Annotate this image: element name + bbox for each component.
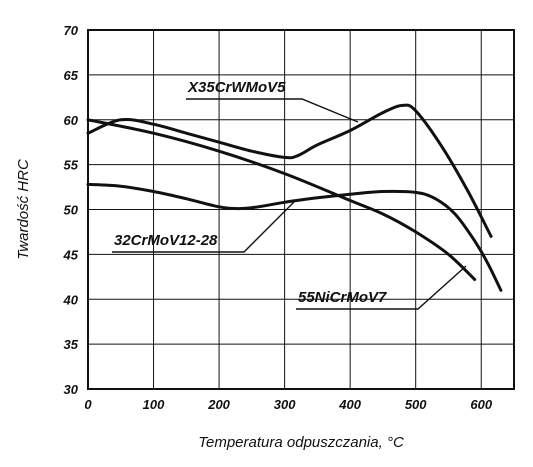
grid bbox=[88, 30, 514, 389]
y-tick-label: 45 bbox=[63, 247, 79, 262]
series-line-32crmov12-28 bbox=[86, 182, 503, 292]
series-line-55nicrmov7 bbox=[86, 118, 477, 281]
leader-line-32crmov12-28 bbox=[112, 199, 297, 253]
series-labels: X35CrWMoV5 55NiCrMoV7 32CrMoV12-28 bbox=[114, 79, 387, 306]
series-label-32crmov12-28: 32CrMoV12-28 bbox=[114, 232, 218, 249]
series-line-x35crwmov5 bbox=[86, 103, 493, 238]
plot-frame bbox=[87, 29, 515, 390]
leader-line-x35crwmov5 bbox=[186, 98, 359, 123]
y-tick-label: 70 bbox=[64, 23, 79, 38]
y-tick-label: 65 bbox=[64, 68, 79, 83]
x-tick-label: 0 bbox=[84, 397, 92, 412]
x-tick-label: 100 bbox=[143, 397, 165, 412]
y-axis-title: Twardość HRC bbox=[15, 159, 32, 260]
tick-labels: 0 100 200 300 400 500 600 30 35 40 45 50 55 60 65 70 bbox=[63, 23, 493, 412]
x-tick-label: 300 bbox=[274, 397, 296, 412]
y-tick-label: 30 bbox=[64, 382, 79, 397]
leader-line-55nicrmov7 bbox=[296, 265, 467, 310]
x-tick-label: 400 bbox=[338, 397, 361, 412]
x-tick-label: 200 bbox=[207, 397, 230, 412]
label-leaders bbox=[112, 98, 467, 310]
y-tick-label: 35 bbox=[64, 337, 79, 352]
y-tick-label: 40 bbox=[63, 292, 79, 307]
x-tick-label: 500 bbox=[405, 397, 427, 412]
series-label-55nicrmov7: 55NiCrMoV7 bbox=[298, 289, 387, 306]
series-curves bbox=[86, 103, 503, 292]
y-tick-label: 60 bbox=[64, 113, 79, 128]
series-label-x35crwmov5: X35CrWMoV5 bbox=[187, 79, 286, 96]
y-tick-label: 55 bbox=[64, 158, 79, 173]
y-tick-label: 50 bbox=[64, 203, 79, 218]
x-axis-title: Temperatura odpuszczania, °C bbox=[198, 434, 404, 451]
x-tick-label: 600 bbox=[470, 397, 492, 412]
